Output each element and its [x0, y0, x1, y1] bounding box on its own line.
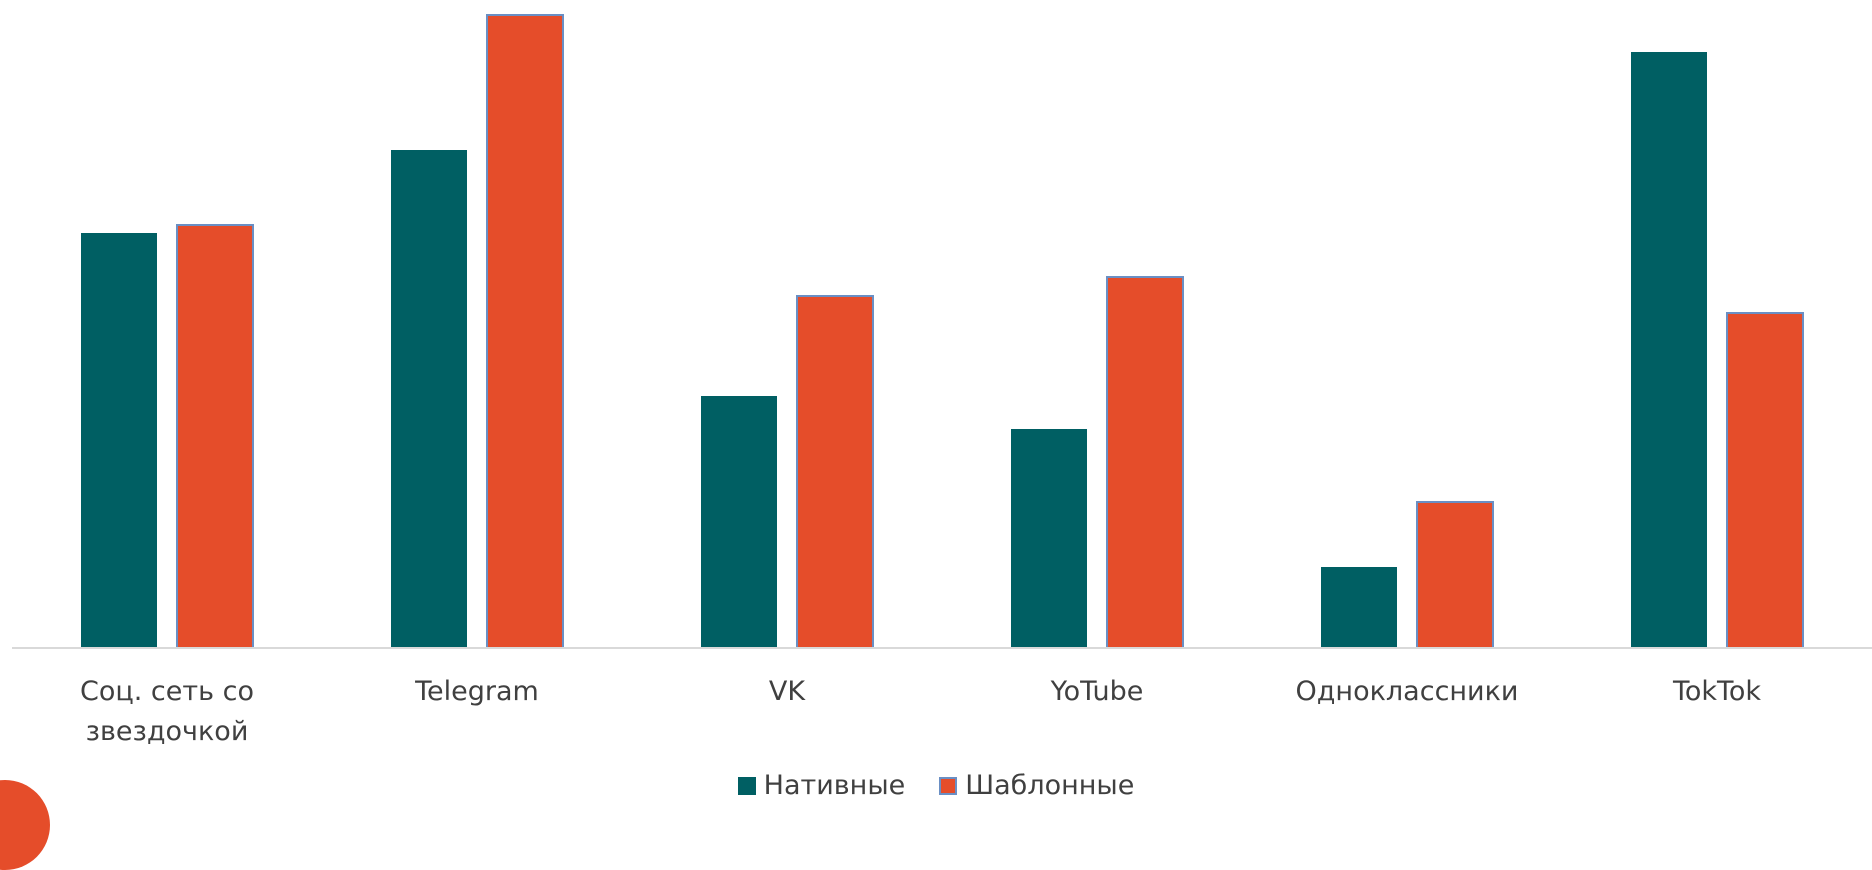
bar-series-1-category-0: [176, 224, 254, 649]
category-label-5-line-0: TokTok: [1672, 676, 1761, 707]
legend-item-series-0: Нативные: [737, 770, 906, 801]
legend-item-series-1: Шаблонные: [939, 770, 1134, 801]
category-label-0: Соц. сеть со звездочкой: [80, 676, 254, 747]
category-label-0-line-1: звездочкой: [86, 716, 249, 747]
bar-series-0-category-2: [701, 396, 777, 648]
bar-series-1-category-2: [796, 295, 874, 649]
legend-swatch-series-1: [939, 776, 958, 795]
category-label-3: YoTube: [1050, 676, 1144, 707]
bar-series-0-category-4: [1321, 567, 1397, 648]
bar-series-0-category-1: [391, 150, 467, 648]
category-label-1: Telegram: [414, 676, 539, 707]
category-label-2: VK: [769, 676, 806, 707]
category-label-3-line-0: YoTube: [1050, 676, 1144, 707]
category-label-4: Одноклассники: [1296, 676, 1519, 707]
legend-label-series-1: Шаблонные: [965, 770, 1135, 801]
legend-swatch-series-0: [737, 776, 756, 795]
bar-series-0-category-0: [81, 233, 157, 648]
bar-series-1-category-5: [1726, 312, 1804, 649]
category-label-5: TokTok: [1672, 676, 1761, 707]
chart-canvas: Соц. сеть со звездочкой Telegram VK YoTube Од…: [12, 14, 1872, 747]
category-labels-group: Соц. сеть со звездочкой Telegram VK YoTube Од…: [80, 676, 1761, 747]
legend-label-series-0: Нативные: [763, 770, 906, 801]
bar-chart: Соц. сеть со звездочкой Telegram VK YoTube Од…: [0, 14, 1872, 870]
category-label-1-line-0: Telegram: [414, 676, 539, 707]
bar-series-0-category-3: [1011, 429, 1087, 648]
bar-series-1-category-3: [1106, 276, 1184, 649]
bar-series-0-category-5: [1631, 52, 1707, 648]
category-label-4-line-0: Одноклассники: [1296, 676, 1519, 707]
bar-series-1-category-1: [486, 14, 564, 649]
legend: Нативные Шаблонные: [0, 770, 1872, 801]
category-label-0-line-0: Соц. сеть со: [80, 676, 254, 707]
bars-group: [81, 14, 1804, 649]
bar-series-1-category-4: [1416, 501, 1494, 649]
category-label-2-line-0: VK: [769, 676, 806, 707]
